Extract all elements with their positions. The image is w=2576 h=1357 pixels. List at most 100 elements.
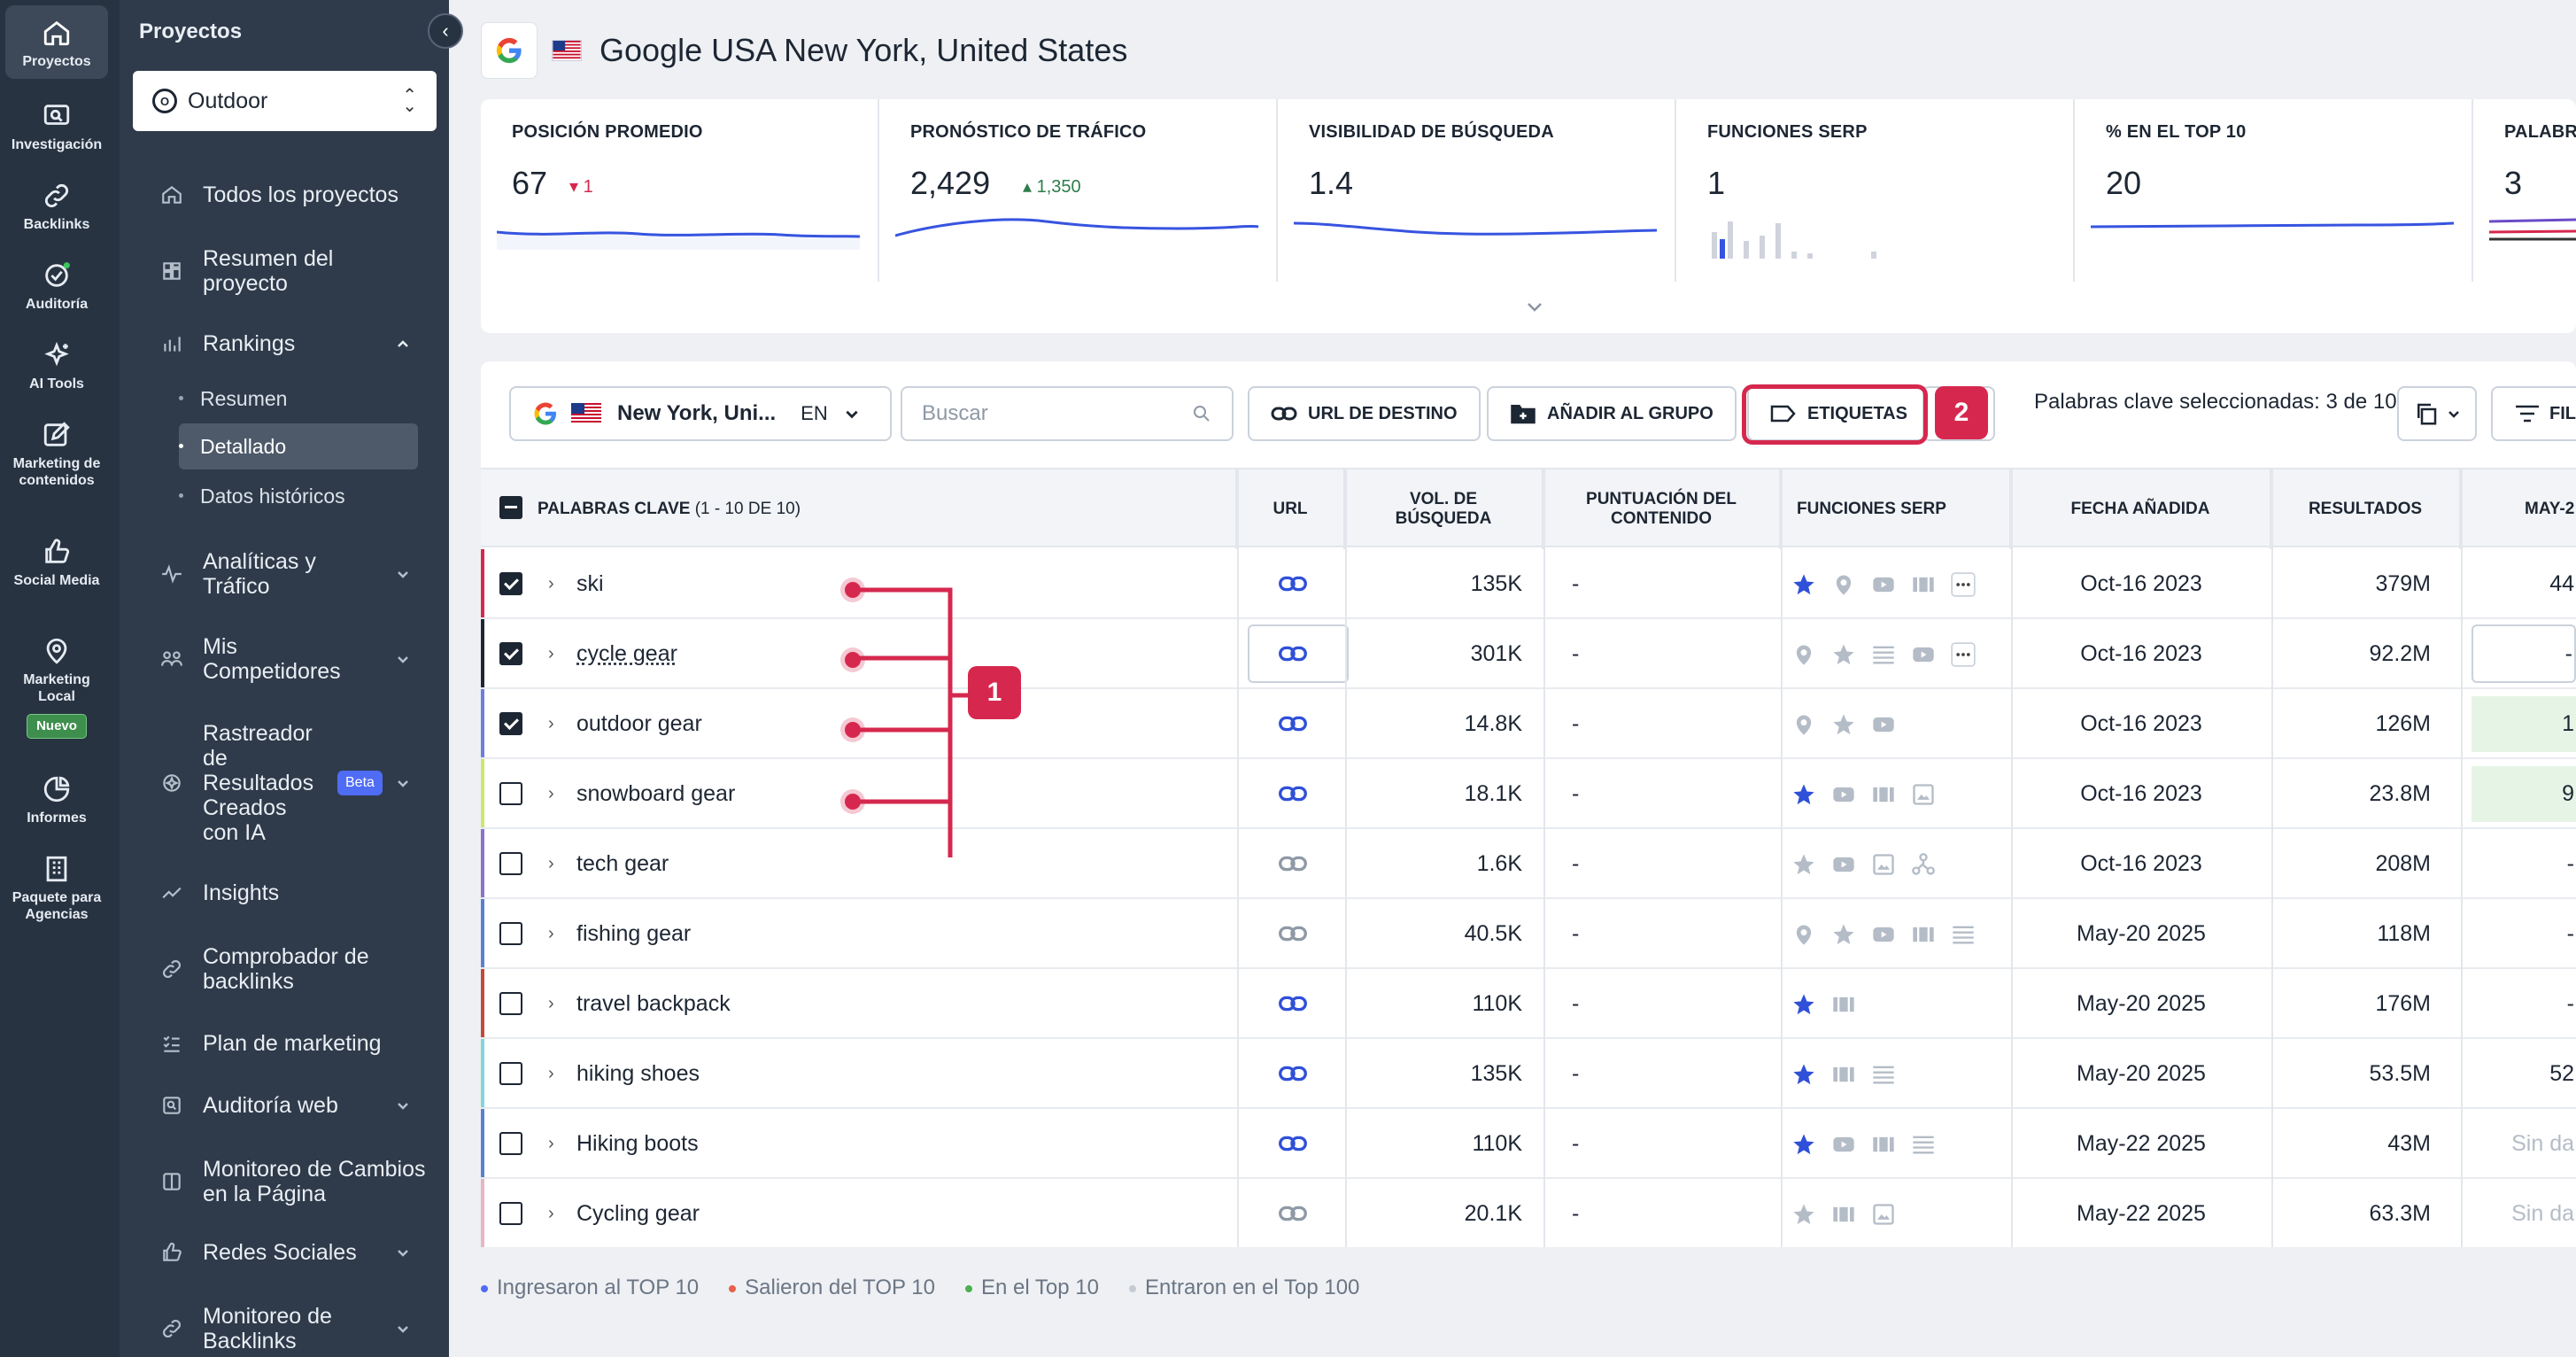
- table-row[interactable]: › hiking shoes 135K - May-20 2025 53.5M …: [481, 1039, 2576, 1109]
- collapse-sidebar-button[interactable]: ‹: [428, 13, 463, 49]
- sidebar-item-todos-proyectos[interactable]: Todos los proyectos: [160, 182, 444, 207]
- table-row[interactable]: › tech gear 1.6K - Oct-16 2023 208M -: [481, 829, 2576, 899]
- rail-marketing-local[interactable]: Marketing Local Nuevo: [5, 636, 108, 740]
- project-selector[interactable]: O Outdoor ⌃ ⌄: [133, 71, 437, 131]
- metric-funciones-serp[interactable]: FUNCIONES SERP 1: [1676, 99, 2075, 282]
- sidebar-item-competidores[interactable]: Mis Competidores: [160, 634, 444, 684]
- row-checkbox[interactable]: [499, 642, 522, 665]
- row-checkbox[interactable]: [499, 992, 522, 1015]
- link-icon[interactable]: [1278, 574, 1308, 593]
- list-icon: [1873, 646, 1894, 664]
- link-icon[interactable]: [1278, 1064, 1308, 1083]
- tags-button[interactable]: ETIQUETAS: [1747, 386, 1930, 441]
- metric-posicion-promedio[interactable]: POSICIÓN PROMEDIO 67 ▾ 1: [481, 99, 879, 282]
- rail-paquete-agencias[interactable]: Paquete para Agencias: [5, 854, 108, 923]
- row-checkbox[interactable]: [499, 782, 522, 805]
- expand-chevron-icon[interactable]: [1524, 296, 1545, 317]
- row-checkbox[interactable]: [499, 852, 522, 875]
- sidebar-item-comprobador[interactable]: Comprobador de backlinks: [160, 944, 444, 994]
- sidebar-item-analiticas[interactable]: Analíticas y Tráfico: [160, 549, 444, 599]
- metric-visibilidad[interactable]: VISIBILIDAD DE BÚSQUEDA 1.4: [1278, 99, 1676, 282]
- row-checkbox[interactable]: [499, 712, 522, 735]
- link-icon[interactable]: [1278, 1204, 1308, 1223]
- expand-row-icon[interactable]: ›: [548, 714, 554, 733]
- row-checkbox[interactable]: [499, 572, 522, 595]
- rail-social-media[interactable]: Social Media: [5, 537, 108, 589]
- sidebar-item-monitoreo-cambios[interactable]: Monitoreo de Cambios en la Página: [160, 1157, 444, 1206]
- sidebar-item-rastreador-ia[interactable]: Rastreador de Resultados Creados con IA …: [160, 721, 444, 845]
- link-icon[interactable]: [1278, 854, 1308, 873]
- expand-row-icon[interactable]: ›: [548, 924, 554, 943]
- rail-backlinks[interactable]: Backlinks: [5, 181, 108, 233]
- expand-row-icon[interactable]: ›: [548, 1064, 554, 1083]
- link-icon[interactable]: [1278, 714, 1308, 733]
- th-date[interactable]: FECHA AÑADIDA: [2011, 469, 2271, 549]
- link-icon[interactable]: [1278, 924, 1308, 943]
- link-icon[interactable]: [1278, 644, 1308, 663]
- link-icon[interactable]: [1278, 994, 1308, 1013]
- rail-investigacion[interactable]: Investigación: [5, 101, 108, 153]
- metric-pronostico-trafico[interactable]: PRONÓSTICO DE TRÁFICO 2,429 ▴ 1,350: [879, 99, 1278, 282]
- link-icon[interactable]: [1278, 784, 1308, 803]
- row-checkbox[interactable]: [499, 1202, 522, 1225]
- expand-row-icon[interactable]: ›: [548, 994, 554, 1013]
- rail-ai-tools[interactable]: AI Tools: [5, 340, 108, 392]
- select-all-checkbox[interactable]: [499, 496, 522, 519]
- row-checkbox[interactable]: [499, 922, 522, 945]
- sidebar-item-redes-sociales[interactable]: Redes Sociales: [160, 1240, 444, 1265]
- rail-informes[interactable]: Informes: [5, 774, 108, 826]
- search-input[interactable]: Buscar: [901, 386, 1234, 441]
- sidebar-sub-datos-historicos[interactable]: Datos históricos: [179, 473, 418, 519]
- location-selector[interactable]: New York, Uni... EN: [509, 386, 892, 441]
- row-checkbox[interactable]: [499, 1062, 522, 1085]
- url-destino-button[interactable]: URL DE DESTINO: [1248, 386, 1481, 441]
- sidebar-item-monitoreo-backlinks[interactable]: Monitoreo de Backlinks: [160, 1304, 444, 1353]
- rail-proyectos[interactable]: Proyectos: [5, 5, 108, 80]
- filter-button[interactable]: FIL: [2491, 386, 2576, 441]
- row-checkbox[interactable]: [499, 1132, 522, 1155]
- metric-top10[interactable]: % EN EL TOP 10 20: [2075, 99, 2473, 282]
- list-icon: [1913, 1136, 1934, 1154]
- copy-menu-button[interactable]: [2397, 386, 2477, 441]
- sidebar-item-rankings[interactable]: Rankings: [160, 331, 444, 356]
- th-url[interactable]: URL: [1237, 469, 1345, 549]
- results-cell: 176M: [2375, 991, 2431, 1016]
- th-results[interactable]: RESULTADOS: [2271, 469, 2461, 549]
- expand-row-icon[interactable]: ›: [548, 854, 554, 873]
- th-serp[interactable]: FUNCIONES SERP: [1781, 469, 2011, 549]
- sidebar-item-resumen-proyecto[interactable]: Resumen del proyecto: [160, 246, 444, 296]
- more-icon[interactable]: [1951, 572, 1976, 597]
- table-row[interactable]: › ski 135K - Oct-16 2023 379M 44: [481, 549, 2576, 619]
- sidebar-item-insights[interactable]: Insights: [160, 880, 444, 905]
- rail-label: Informes: [27, 810, 87, 826]
- table-row[interactable]: › Hiking boots 110K - May-22 2025 43M Si…: [481, 1109, 2576, 1179]
- table-row[interactable]: › snowboard gear 18.1K - Oct-16 2023 23.…: [481, 759, 2576, 829]
- sidebar-item-auditoria-web[interactable]: Auditoría web: [160, 1093, 444, 1118]
- table-row[interactable]: › cycle gear 301K - Oct-16 2023 92.2M -: [481, 619, 2576, 689]
- table-row[interactable]: › Cycling gear 20.1K - May-22 2025 63.3M…: [481, 1179, 2576, 1247]
- rail-auditoria[interactable]: Auditoría: [5, 260, 108, 313]
- sidebar-sub-resumen[interactable]: Resumen: [179, 376, 418, 422]
- add-to-group-button[interactable]: AÑADIR AL GRUPO: [1487, 386, 1737, 441]
- th-keywords[interactable]: PALABRAS CLAVE (1 - 10 DE 10): [481, 469, 1237, 549]
- expand-row-icon[interactable]: ›: [548, 1204, 554, 1223]
- table-row[interactable]: › travel backpack 110K - May-20 2025 176…: [481, 969, 2576, 1039]
- sidebar-sub-detallado[interactable]: Detallado: [179, 423, 418, 469]
- expand-row-icon[interactable]: ›: [548, 644, 554, 663]
- sidebar-item-plan-marketing[interactable]: Plan de marketing: [160, 1031, 444, 1056]
- table-row[interactable]: › outdoor gear 14.8K - Oct-16 2023 126M …: [481, 689, 2576, 759]
- expand-row-icon[interactable]: ›: [548, 574, 554, 593]
- metric-palabras[interactable]: PALABRA 3: [2473, 99, 2576, 282]
- expand-row-icon[interactable]: ›: [548, 784, 554, 803]
- sidebar-item-label: Rastreador de Resultados Creados con IA: [203, 721, 314, 845]
- th-content-score[interactable]: PUNTUACIÓN DEL CONTENIDO: [1543, 469, 1781, 549]
- rail-label: Auditoría: [25, 297, 89, 312]
- th-volume[interactable]: VOL. DE BÚSQUEDA: [1345, 469, 1543, 549]
- volume-cell: 301K: [1470, 641, 1522, 666]
- more-icon[interactable]: [1951, 642, 1976, 667]
- th-may[interactable]: MAY-2: [2525, 500, 2575, 519]
- rail-marketing-contenidos[interactable]: Marketing de contenidos: [5, 420, 108, 489]
- expand-row-icon[interactable]: ›: [548, 1134, 554, 1153]
- link-icon[interactable]: [1278, 1134, 1308, 1153]
- table-row[interactable]: › fishing gear 40.5K - May-20 2025 118M …: [481, 899, 2576, 969]
